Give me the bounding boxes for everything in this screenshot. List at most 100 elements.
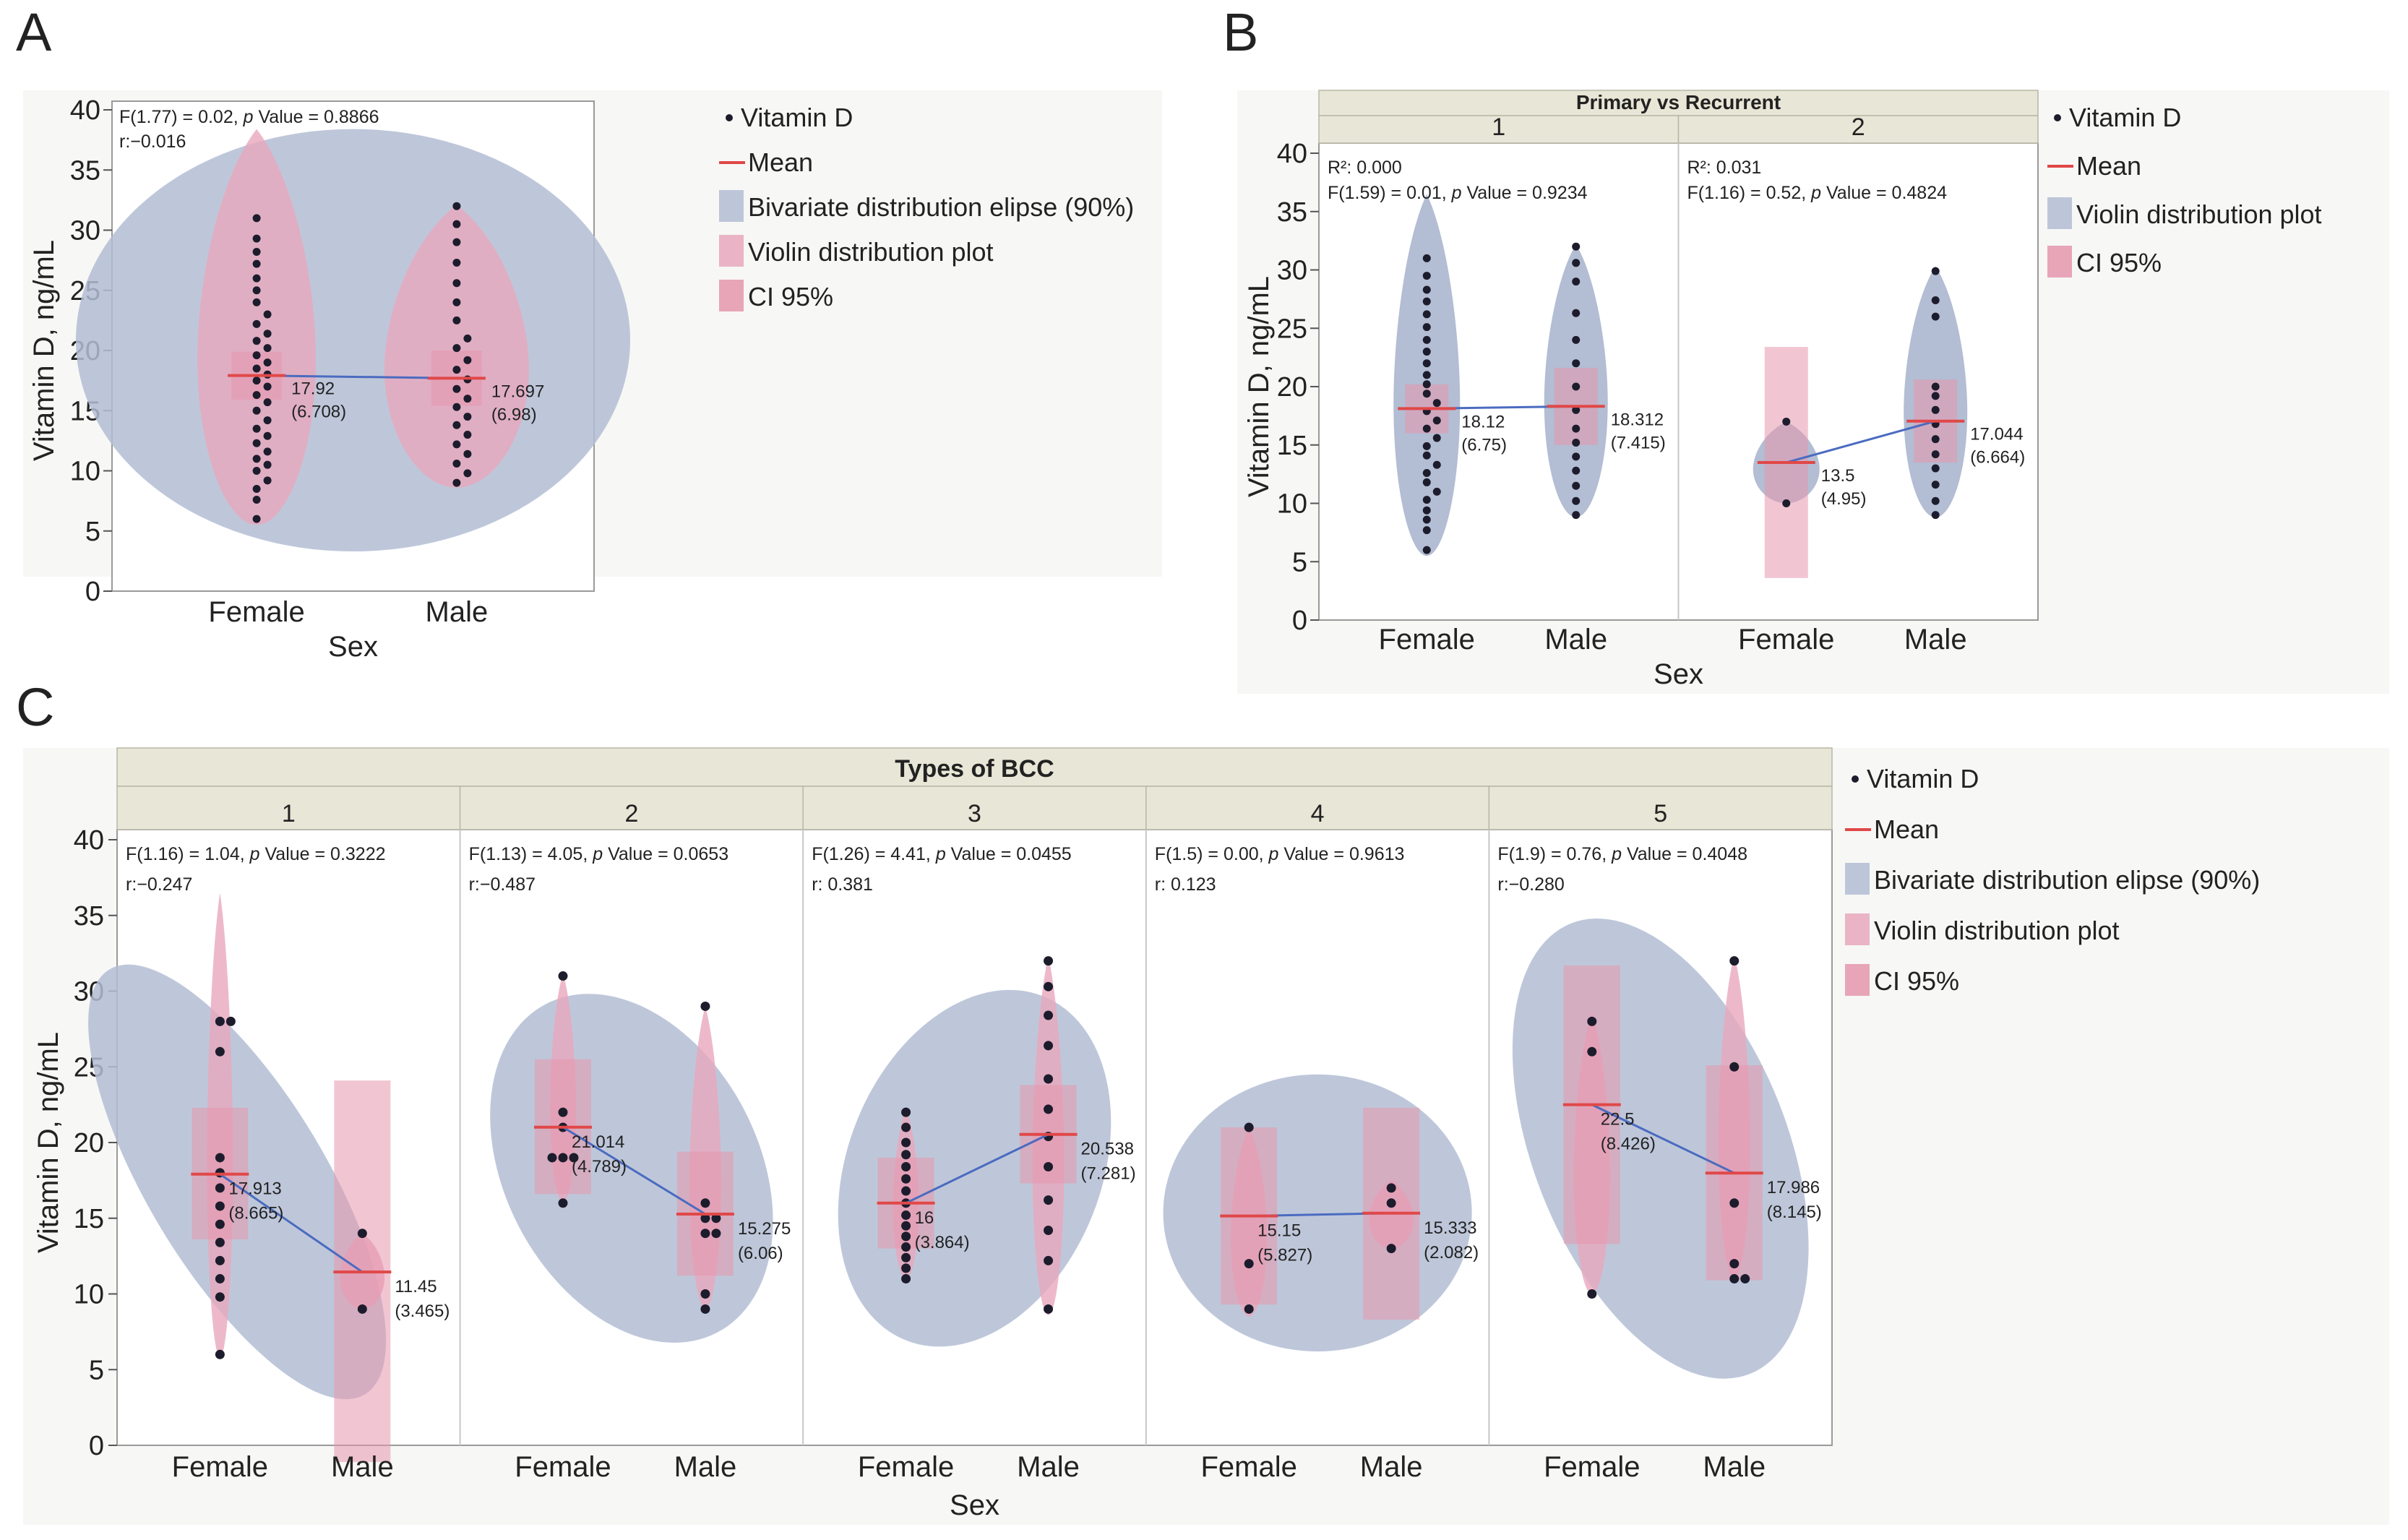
data-point bbox=[263, 310, 272, 319]
stat-line: F(1.59) = 0.01, p Value = 0.9234 bbox=[1328, 183, 1588, 203]
data-point bbox=[1044, 1104, 1054, 1114]
data-point bbox=[463, 334, 472, 343]
legend-dot bbox=[2054, 114, 2061, 121]
data-point bbox=[215, 1153, 225, 1163]
data-point bbox=[901, 1174, 911, 1184]
sd-value-label: (4.789) bbox=[572, 1157, 627, 1176]
data-point bbox=[1422, 348, 1431, 356]
data-point bbox=[1931, 296, 1940, 304]
data-point bbox=[901, 1210, 911, 1221]
data-point bbox=[452, 384, 461, 393]
data-point bbox=[452, 258, 461, 267]
data-point bbox=[252, 286, 261, 295]
facet-title-bar bbox=[1318, 90, 2039, 116]
data-point bbox=[252, 214, 261, 223]
data-point bbox=[463, 395, 472, 403]
data-point bbox=[463, 431, 472, 439]
data-point bbox=[1422, 335, 1431, 344]
legend-label: CI 95% bbox=[748, 282, 833, 311]
data-point bbox=[252, 274, 261, 283]
data-point bbox=[1572, 496, 1581, 505]
sd-value-label: (8.665) bbox=[228, 1204, 283, 1223]
stat-line: R²: 0.031 bbox=[1687, 158, 1762, 178]
y-tick-label: 30 bbox=[1277, 256, 1307, 286]
mean-value-label: 21.014 bbox=[572, 1132, 624, 1152]
data-point bbox=[452, 344, 461, 353]
mean-value-label: 17.697 bbox=[491, 382, 544, 401]
data-point bbox=[1931, 312, 1940, 321]
data-point bbox=[700, 1229, 710, 1239]
data-point bbox=[1572, 405, 1581, 414]
bivariate-ellipse bbox=[1163, 1074, 1472, 1352]
data-point bbox=[1740, 1274, 1750, 1284]
legend-swatch bbox=[2047, 197, 2072, 229]
sd-value-label: (3.864) bbox=[915, 1233, 970, 1252]
data-point bbox=[1044, 956, 1054, 966]
y-tick-label: 5 bbox=[85, 517, 100, 547]
stat-line: r: 0.381 bbox=[812, 874, 873, 895]
data-point bbox=[700, 1001, 710, 1011]
data-point bbox=[901, 1186, 911, 1196]
data-point bbox=[1386, 1198, 1396, 1208]
facet-5: 5 22.5 (8.426) 17.986 (8.145) F(1.9) = 0.76, … bbox=[1488, 786, 1833, 1483]
legend-label: Vitamin D bbox=[2069, 103, 2181, 132]
group-male bbox=[384, 202, 529, 488]
data-point bbox=[263, 476, 272, 485]
data-point bbox=[263, 460, 272, 469]
data-point bbox=[1386, 1244, 1396, 1254]
data-point bbox=[558, 1198, 568, 1208]
legend: Vitamin D Mean Bivariate distribution elip… bbox=[719, 103, 1134, 311]
x-category-label: Female bbox=[1544, 1451, 1640, 1483]
data-point bbox=[1432, 434, 1441, 442]
y-tick-label: 15 bbox=[74, 1204, 104, 1234]
facet-header bbox=[1145, 786, 1490, 830]
data-point bbox=[452, 478, 461, 487]
mean-value-label: 15.15 bbox=[1257, 1221, 1301, 1241]
legend-label: Mean bbox=[748, 147, 813, 177]
y-tick-label: 20 bbox=[74, 1128, 104, 1158]
y-tick-label: 15 bbox=[1277, 431, 1307, 461]
sd-value-label: (8.145) bbox=[1767, 1203, 1822, 1222]
data-point bbox=[252, 495, 261, 504]
mean-value-label: 15.275 bbox=[738, 1219, 791, 1239]
data-point bbox=[700, 1304, 710, 1314]
data-point bbox=[263, 382, 272, 391]
data-point bbox=[252, 319, 261, 328]
mean-value-label: 15.333 bbox=[1424, 1218, 1476, 1238]
y-tick-label: 10 bbox=[1277, 489, 1307, 520]
stat-line: F(1.9) = 0.76, p Value = 0.4048 bbox=[1497, 844, 1747, 864]
y-tick-label: 10 bbox=[70, 457, 100, 487]
data-point bbox=[215, 1046, 225, 1057]
data-point bbox=[215, 1016, 225, 1026]
legend-label: Bivariate distribution elipse (90%) bbox=[748, 192, 1134, 222]
panel-a: A0510152025303540Vitamin D, ng/mLSex17.9… bbox=[16, 2, 1162, 663]
data-point bbox=[1572, 359, 1581, 368]
data-point bbox=[252, 515, 261, 523]
data-point bbox=[901, 1122, 911, 1132]
y-axis-title: Vitamin D, ng/mL bbox=[28, 240, 60, 461]
data-point bbox=[901, 1107, 911, 1117]
data-point bbox=[357, 1304, 367, 1314]
group-female bbox=[1221, 1122, 1278, 1317]
data-point bbox=[225, 1016, 236, 1026]
mean-connector-line bbox=[562, 1126, 706, 1216]
data-point bbox=[252, 406, 261, 415]
x-category-label: Male bbox=[1544, 624, 1607, 655]
legend-swatch bbox=[2047, 246, 2072, 278]
stat-line: F(1.77) = 0.02, p Value = 0.8866 bbox=[119, 107, 379, 127]
data-point bbox=[1572, 439, 1581, 447]
data-point bbox=[901, 1162, 911, 1172]
x-category-label: Male bbox=[1904, 624, 1967, 655]
y-tick-label: 40 bbox=[74, 825, 104, 856]
data-point bbox=[252, 377, 261, 385]
data-point bbox=[1931, 435, 1940, 444]
facet-header bbox=[802, 786, 1147, 830]
data-point bbox=[901, 1263, 911, 1273]
data-point bbox=[252, 455, 261, 463]
data-point bbox=[252, 439, 261, 447]
facet-number: 4 bbox=[1311, 800, 1325, 827]
data-point bbox=[1422, 478, 1431, 486]
legend-swatch bbox=[1845, 964, 1870, 996]
data-point bbox=[263, 416, 272, 425]
